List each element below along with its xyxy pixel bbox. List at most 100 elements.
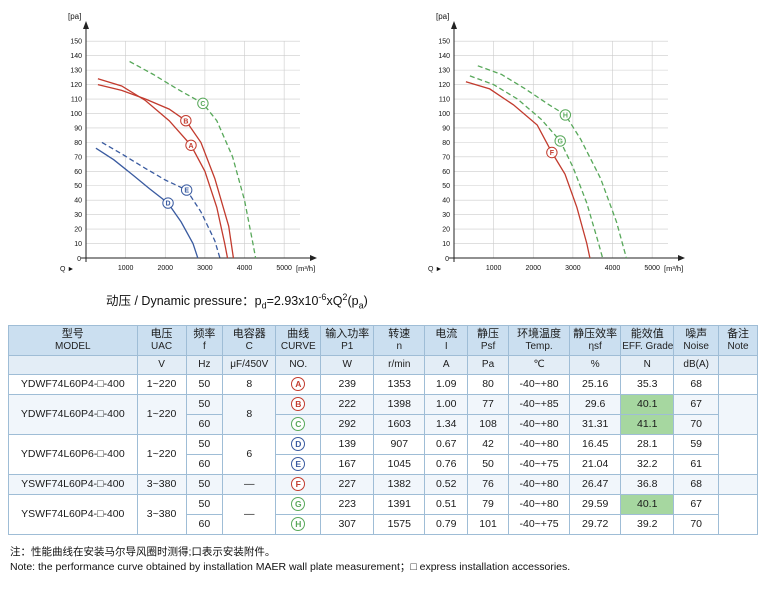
unit-p1: W bbox=[320, 354, 375, 375]
svg-text:40: 40 bbox=[442, 198, 450, 205]
cell-static-pressure: 101 bbox=[467, 513, 509, 535]
header-en-uac: UAC bbox=[150, 340, 173, 352]
header-psf: 静压 Psf bbox=[467, 324, 509, 356]
cell-static-efficiency: 29.6 bbox=[569, 393, 622, 415]
svg-text:D: D bbox=[166, 201, 171, 208]
svg-text:150: 150 bbox=[438, 39, 450, 46]
cell-noise: 68 bbox=[673, 373, 720, 395]
unit-noise: dB(A) bbox=[673, 354, 720, 375]
cell-current: 1.09 bbox=[424, 373, 469, 395]
svg-text:[pa]: [pa] bbox=[68, 12, 81, 21]
cell-ambient-temp: -40~+75 bbox=[507, 453, 571, 475]
dynamic-pressure-formula: 动压 / Dynamic pressure：pd=2.93x10-6xQ2(pa… bbox=[106, 290, 766, 311]
cell-current: 0.79 bbox=[424, 513, 469, 535]
cell-voltage: 3~380 bbox=[136, 473, 187, 495]
cell-noise: 70 bbox=[673, 413, 720, 435]
header-zh-f: 频率 bbox=[193, 327, 216, 340]
cell-static-efficiency: 25.16 bbox=[569, 373, 622, 395]
table-row: YSWF74L60P4-□-400 3~380 50— F 227 1382 0.52 76-… bbox=[8, 473, 758, 495]
svg-text:10: 10 bbox=[74, 241, 82, 248]
svg-text:40: 40 bbox=[74, 198, 82, 205]
cell-static-efficiency: 29.59 bbox=[569, 493, 622, 515]
cell-note bbox=[718, 433, 758, 475]
cell-static-efficiency: 21.04 bbox=[569, 453, 622, 475]
cell-static-efficiency: 31.31 bbox=[569, 413, 622, 435]
cell-current: 0.51 bbox=[424, 493, 469, 515]
svg-text:H: H bbox=[563, 113, 568, 120]
cell-voltage: 1~220 bbox=[136, 373, 187, 395]
unit-temp: ℃ bbox=[507, 354, 571, 375]
cell-noise: 67 bbox=[673, 493, 720, 515]
svg-text:70: 70 bbox=[74, 154, 82, 161]
cell-current: 1.34 bbox=[424, 413, 469, 435]
cell-eff-grade: 35.3 bbox=[620, 373, 675, 395]
cell-voltage: 1~220 bbox=[136, 433, 187, 475]
svg-text:20: 20 bbox=[74, 227, 82, 234]
header-zh-sf: 静压效率 bbox=[573, 327, 618, 340]
cell-curve: F bbox=[275, 473, 322, 495]
header-sf: 静压效率 ηsf bbox=[569, 324, 622, 356]
formula-eq: =2.93x10 bbox=[266, 294, 319, 308]
cell-curve: B bbox=[275, 393, 322, 415]
svg-text:3000: 3000 bbox=[565, 265, 581, 272]
unit-n: r/min bbox=[373, 354, 426, 375]
svg-text:70: 70 bbox=[442, 154, 450, 161]
cell-curve: E bbox=[275, 453, 322, 475]
formula-exp: -6 bbox=[318, 291, 327, 302]
svg-text:90: 90 bbox=[442, 125, 450, 132]
svg-text:120: 120 bbox=[70, 82, 82, 89]
unit-psf: Pa bbox=[467, 354, 509, 375]
notes: 注：性能曲线在安装马尔导风圈时测得;口表示安装附件。 Note: the per… bbox=[10, 545, 766, 575]
cell-current: 0.52 bbox=[424, 473, 469, 495]
cell-noise: 70 bbox=[673, 513, 720, 535]
cell-input-power: 167 bbox=[320, 453, 375, 475]
cell-capacitor: 8 bbox=[222, 373, 277, 395]
header-en-psf: Psf bbox=[480, 340, 496, 352]
cell-current: 1.00 bbox=[424, 393, 469, 415]
cell-curve: A bbox=[275, 373, 322, 395]
header-zh-uac: 电压 bbox=[150, 327, 173, 340]
cell-input-power: 222 bbox=[320, 393, 375, 415]
svg-text:A: A bbox=[188, 143, 193, 150]
formula-mid: xQ bbox=[326, 294, 343, 308]
cell-note bbox=[718, 493, 758, 535]
cell-frequency: 60 bbox=[185, 453, 224, 475]
cell-model: YSWF74L60P4-□-400 bbox=[8, 493, 138, 535]
cell-speed: 1353 bbox=[373, 373, 426, 395]
curve-badge-e: E bbox=[291, 457, 306, 471]
cell-noise: 61 bbox=[673, 453, 720, 475]
cell-static-pressure: 50 bbox=[467, 453, 509, 475]
svg-text:5000: 5000 bbox=[276, 265, 292, 272]
svg-text:50: 50 bbox=[442, 183, 450, 190]
cell-eff-grade: 40.1 bbox=[620, 493, 675, 515]
table-row: YSWF74L60P4-□-400 3~380 50— G 223 1391 0.51 79-… bbox=[8, 493, 758, 535]
svg-text:110: 110 bbox=[439, 97, 450, 104]
cell-speed: 1382 bbox=[373, 473, 426, 495]
cell-capacitor: 8 bbox=[222, 393, 277, 435]
cell-ambient-temp: -40~+80 bbox=[507, 413, 571, 435]
header-zh-eff-grade: 能效值 bbox=[630, 327, 664, 340]
cell-frequency: 50 bbox=[185, 473, 224, 495]
formula-sub-a: a bbox=[358, 300, 364, 311]
cell-curve: C bbox=[275, 413, 322, 435]
cell-noise: 59 bbox=[673, 433, 720, 455]
unit-note bbox=[718, 354, 758, 375]
cell-noise: 68 bbox=[673, 473, 720, 495]
svg-text:80: 80 bbox=[442, 140, 450, 147]
svg-text:[pa]: [pa] bbox=[436, 12, 449, 21]
svg-text:150: 150 bbox=[70, 39, 82, 46]
svg-text:0: 0 bbox=[445, 256, 449, 263]
svg-text:2000: 2000 bbox=[157, 265, 173, 272]
header-n: 转速 n bbox=[373, 324, 426, 356]
note-zh: 注：性能曲线在安装马尔导风圈时测得;口表示安装附件。 bbox=[10, 545, 276, 558]
curve-label-a bbox=[185, 139, 197, 151]
svg-text:E: E bbox=[184, 188, 189, 195]
formula-close: ) bbox=[363, 294, 368, 308]
formula-sub-d: d bbox=[261, 300, 267, 311]
cell-speed: 1575 bbox=[373, 513, 426, 535]
header-temp: 环境温度 Temp. bbox=[507, 324, 571, 356]
header-curve: 曲线 CURVE bbox=[275, 324, 322, 356]
svg-text:100: 100 bbox=[438, 111, 450, 118]
